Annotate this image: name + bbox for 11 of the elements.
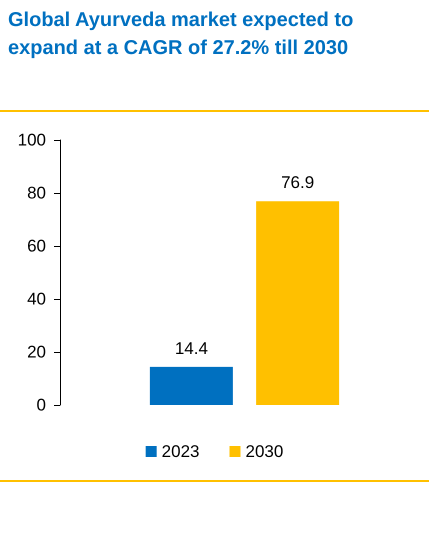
data-label: 76.9: [281, 173, 314, 192]
legend-label: 2023: [162, 442, 200, 461]
y-tick-label: 40: [27, 290, 46, 308]
legend-label: 2030: [246, 442, 284, 461]
chart-title: Global Ayurveda market expected to expand at a CAGR of 27.2% till 2030: [8, 8, 354, 61]
y-tick-label: 60: [27, 236, 46, 256]
y-tick-label: 20: [27, 342, 46, 362]
y-tick-label: 80: [27, 184, 46, 202]
data-label: 14.4: [174, 338, 208, 358]
y-tick-label: 100: [18, 130, 46, 150]
y-tick-label: 0: [36, 396, 46, 414]
